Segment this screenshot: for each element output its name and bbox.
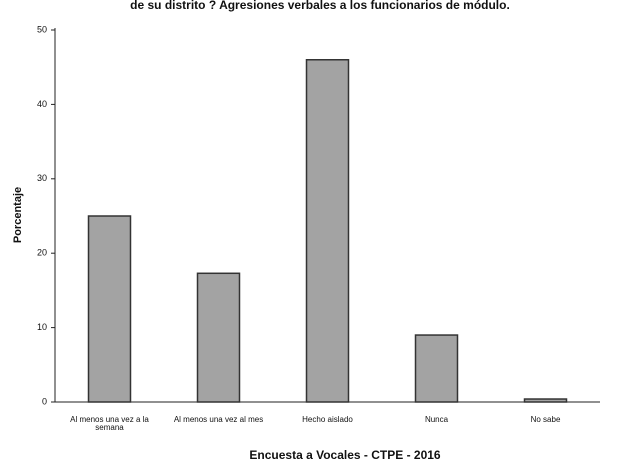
chart-title: de su distrito ? Agresiones verbales a l… <box>130 0 510 12</box>
x-tick-label-box: No sabe <box>530 416 561 424</box>
x-tick-label: Al menos una vez al mes <box>173 416 264 424</box>
y-tick-label: 50 <box>37 24 47 34</box>
bar <box>414 334 459 403</box>
x-tick-label-box: Al menos una vez a la semana <box>70 416 149 432</box>
bar <box>305 59 350 403</box>
y-tick-label: 20 <box>37 248 47 258</box>
x-tick-label: Al menos una vez a la semana <box>70 416 149 432</box>
bar <box>87 215 132 403</box>
y-tick-label: 0 <box>42 396 47 406</box>
x-tick-label-box: Hecho aislado <box>302 416 353 424</box>
x-tick-label-box: Nunca <box>424 416 449 424</box>
y-tick-label: 10 <box>37 322 47 332</box>
y-axis-label: Porcentaje <box>12 187 24 243</box>
y-tick-label: 40 <box>37 99 47 109</box>
x-tick-label: Nunca <box>424 416 449 424</box>
x-tick-label: Hecho aislado <box>302 416 353 424</box>
x-tick-label-box: Al menos una vez al mes <box>173 416 264 424</box>
x-tick-label: No sabe <box>530 416 561 424</box>
bar <box>523 398 568 403</box>
bar <box>196 272 241 403</box>
x-axis-label: Encuesta a Vocales - CTPE - 2016 <box>249 448 441 462</box>
y-tick-label: 30 <box>37 173 47 183</box>
